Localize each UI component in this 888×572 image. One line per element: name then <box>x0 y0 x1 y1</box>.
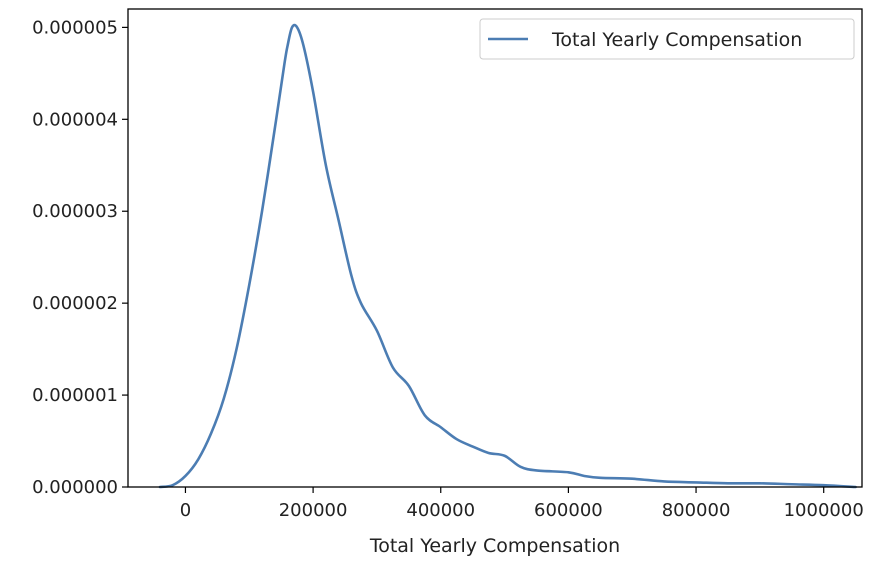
x-axis-title: Total Yearly Compensation <box>369 535 620 557</box>
series-line <box>158 23 857 489</box>
y-tick-label: 0.000005 <box>32 17 118 38</box>
legend: Total Yearly Compensation <box>479 18 855 60</box>
x-tick-label: 1000000 <box>784 500 864 521</box>
y-tick-label: 0.000002 <box>32 293 118 314</box>
x-axis-ticks: 0 200000 400000 600000 800000 1000000 <box>180 487 864 521</box>
y-tick-label: 0.000000 <box>32 477 118 498</box>
series-layer <box>158 23 857 489</box>
x-tick-label: 200000 <box>279 500 348 521</box>
plot-area-frame <box>127 8 863 488</box>
x-tick-label: 0 <box>180 500 191 521</box>
x-tick-label: 400000 <box>406 500 475 521</box>
x-tick-label: 800000 <box>662 500 731 521</box>
x-tick-label: 600000 <box>534 500 603 521</box>
y-tick-label: 0.000001 <box>32 385 118 406</box>
legend-box <box>479 18 855 60</box>
legend-label: Total Yearly Compensation <box>551 29 802 51</box>
y-tick-label: 0.000004 <box>32 109 118 130</box>
y-tick-label: 0.000003 <box>32 201 118 222</box>
y-axis-ticks: 0.000000 0.000001 0.000002 0.000003 0.000004… <box>32 17 128 498</box>
